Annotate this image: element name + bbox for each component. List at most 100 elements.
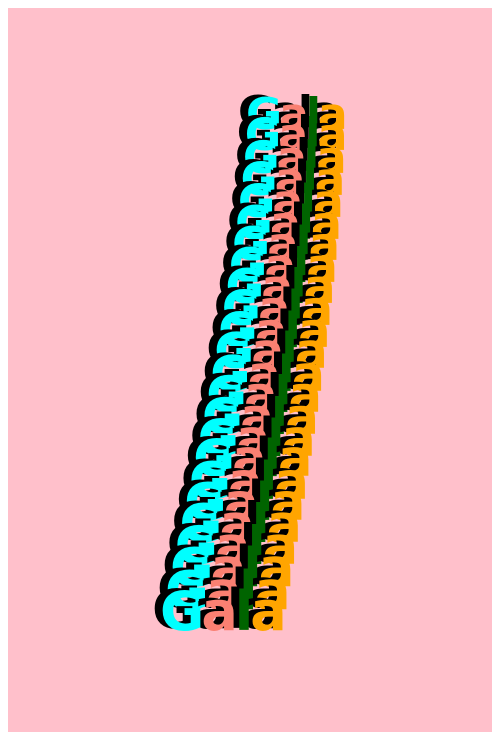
gala-letter: a bbox=[207, 513, 243, 575]
gala-letter: a bbox=[317, 110, 347, 162]
gala-letter: G bbox=[229, 172, 267, 226]
gala-letter: l bbox=[235, 535, 253, 598]
gala-word: Gala bbox=[222, 285, 333, 334]
gala-letter: l bbox=[287, 215, 304, 270]
gala-letter: a bbox=[270, 473, 305, 534]
gala-letter: a bbox=[269, 428, 304, 488]
gala-letter: a bbox=[239, 342, 273, 401]
gala-letter: G bbox=[197, 408, 240, 468]
gala-letter: l bbox=[281, 323, 298, 381]
gala-word-shadow: Gala bbox=[161, 535, 287, 598]
gala-word: Gala bbox=[237, 174, 344, 228]
gala-word-shadow: Gala bbox=[185, 428, 304, 488]
gala-word: Gala bbox=[206, 366, 322, 425]
gala-letter: G bbox=[166, 513, 210, 575]
gala-letter: a bbox=[232, 386, 266, 445]
gala-letter: a bbox=[243, 366, 277, 425]
gala-letter: l bbox=[305, 89, 321, 140]
gala-letter: a bbox=[211, 492, 246, 554]
gala-letter: a bbox=[264, 238, 296, 294]
gala-letter: a bbox=[285, 388, 319, 447]
gala-word-shadow: Gala bbox=[213, 279, 325, 335]
gala-letter: G bbox=[189, 406, 232, 466]
gala-letter: a bbox=[205, 558, 242, 622]
gala-letter: a bbox=[269, 195, 301, 250]
gala-letter: G bbox=[210, 300, 250, 357]
gala-word-shadow: Gala bbox=[206, 326, 320, 375]
gala-word-stack: Gala Gala Gala Gala Gala Gala Gala Gala Gala Gala… bbox=[8, 8, 492, 732]
gala-letter: a bbox=[201, 580, 237, 643]
gala-letter: l bbox=[297, 108, 312, 160]
gala-letter: a bbox=[288, 366, 321, 425]
gala-word-shadow: Gala bbox=[235, 128, 339, 182]
gala-letter: G bbox=[171, 492, 215, 554]
gala-letter: G bbox=[242, 130, 280, 184]
gala-letter: a bbox=[291, 344, 325, 403]
gala-word: Gala bbox=[189, 451, 309, 512]
gala-letter: G bbox=[246, 89, 282, 140]
gala-letter: a bbox=[277, 386, 311, 445]
gala-letter: l bbox=[255, 428, 273, 488]
gala-letter: a bbox=[309, 87, 340, 138]
gala-letter: G bbox=[238, 87, 274, 138]
gala-letter: G bbox=[198, 364, 239, 423]
gala-letter: G bbox=[161, 535, 206, 598]
gala-word: Gala bbox=[246, 89, 348, 140]
gala-letter: a bbox=[250, 580, 286, 643]
gala-letter: a bbox=[277, 430, 312, 490]
gala-word-shadow: Gala bbox=[236, 108, 340, 160]
gala-letter: a bbox=[270, 108, 300, 160]
gala-word: Gala bbox=[180, 499, 302, 552]
gala-letter: a bbox=[266, 449, 301, 510]
gala-letter: l bbox=[262, 386, 280, 445]
gala-letter: G bbox=[240, 153, 278, 207]
gala-letter: G bbox=[237, 174, 275, 228]
gala-word: Gala bbox=[235, 195, 342, 250]
gala-letter: a bbox=[267, 217, 299, 272]
gala-letter: G bbox=[210, 344, 250, 403]
gala-word: Gala bbox=[210, 344, 325, 403]
gala-letter: G bbox=[228, 238, 268, 294]
gala-letter: a bbox=[304, 172, 336, 226]
gala-word: Gala bbox=[197, 408, 316, 468]
gala-letter: a bbox=[276, 130, 307, 184]
gala-letter: a bbox=[280, 364, 313, 423]
gala-letter: G bbox=[218, 302, 258, 359]
gala-letter: a bbox=[197, 556, 234, 620]
gala-letter: a bbox=[272, 174, 303, 228]
gala-word-shadow: Gala bbox=[176, 471, 297, 532]
gala-letter: a bbox=[289, 300, 323, 357]
gala-letter: a bbox=[258, 492, 294, 554]
gala-letter: l bbox=[259, 451, 278, 512]
gala-letter: a bbox=[210, 537, 247, 600]
gala-word: Gala bbox=[214, 323, 328, 381]
gala-letter: l bbox=[295, 128, 311, 182]
gala-letter: a bbox=[308, 128, 338, 182]
gala-letter: a bbox=[232, 430, 266, 490]
gala-letter: G bbox=[227, 193, 265, 248]
gala-letter: l bbox=[295, 217, 312, 272]
gala-letter: G bbox=[152, 578, 196, 641]
gala-letter: a bbox=[219, 449, 255, 510]
gala-word: Gala bbox=[225, 260, 335, 316]
gala-letter: a bbox=[261, 260, 293, 316]
gala-letter: G bbox=[176, 471, 218, 532]
gala-letter: l bbox=[285, 236, 301, 292]
gala-word: Gala bbox=[240, 153, 346, 207]
gala-letter: a bbox=[298, 236, 330, 292]
gala-letter: l bbox=[292, 172, 308, 226]
gala-letter: a bbox=[274, 451, 309, 512]
gala-letter: l bbox=[247, 471, 266, 532]
gala-letter: a bbox=[236, 408, 270, 468]
gala-letter: a bbox=[253, 258, 285, 314]
gala-letter: G bbox=[231, 217, 270, 272]
gala-letter: G bbox=[193, 430, 235, 490]
gala-word: Gala bbox=[228, 238, 338, 294]
gala-letter: l bbox=[266, 364, 283, 423]
gala-word-shadow: Gala bbox=[198, 364, 314, 423]
gala-letter: l bbox=[284, 302, 300, 359]
gala-letter: G bbox=[223, 215, 262, 270]
gala-letter: G bbox=[236, 108, 274, 160]
gala-letter: a bbox=[317, 89, 348, 140]
gala-letter: G bbox=[213, 279, 253, 335]
